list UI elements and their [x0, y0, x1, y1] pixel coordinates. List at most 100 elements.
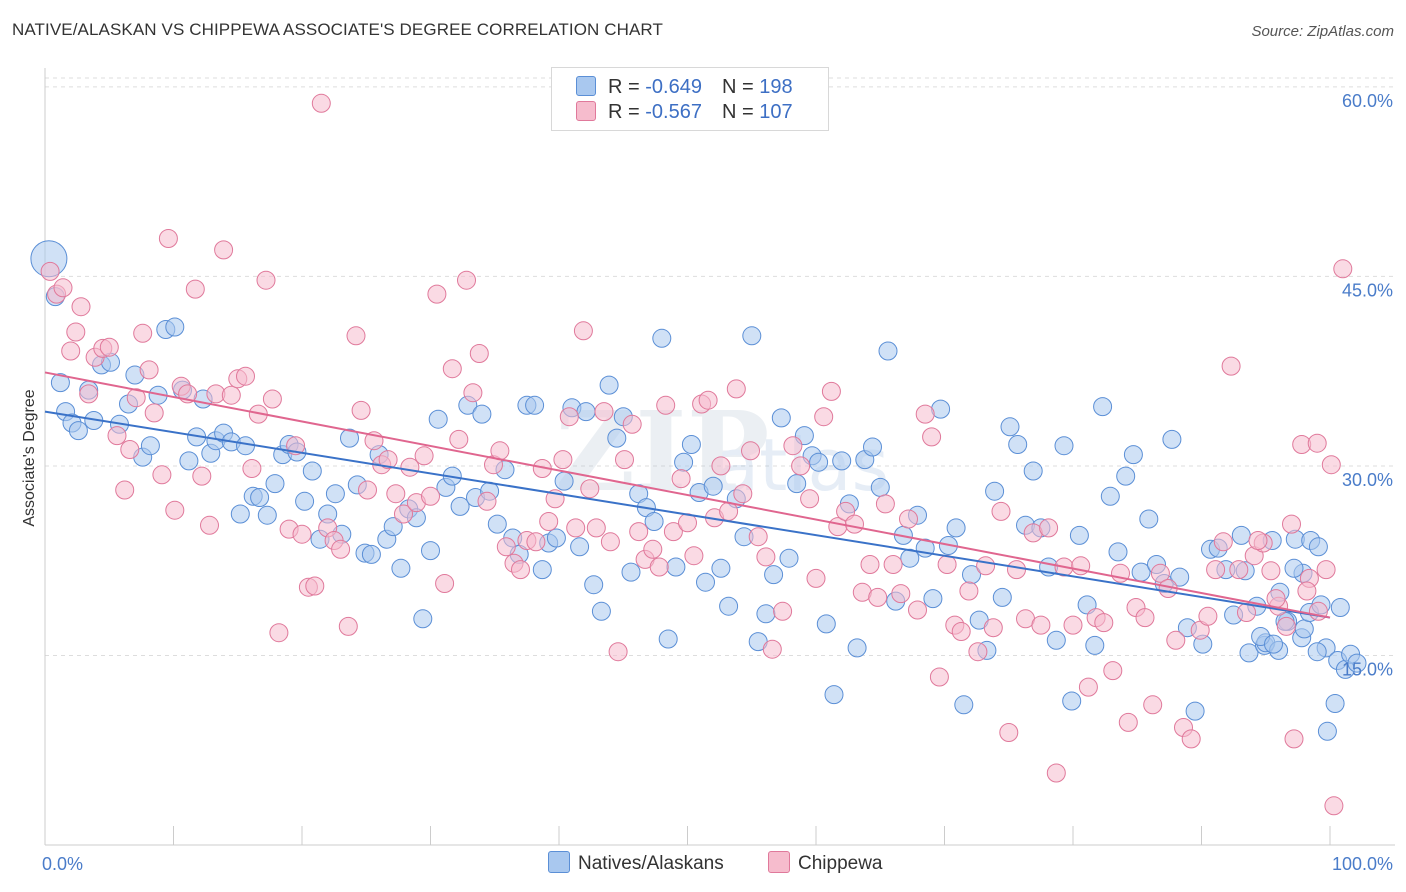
chippewa-point [733, 484, 753, 504]
trend-line-natives [44, 410, 1331, 619]
chippewa-point [1078, 677, 1098, 697]
series-legend-natives: Natives/Alaskans [548, 851, 724, 875]
chippewa-point [435, 574, 455, 593]
legend-r-value: -0.567 [645, 101, 702, 123]
chippewa-point [165, 500, 185, 520]
natives-point [779, 548, 799, 568]
chippewa-point [580, 479, 600, 499]
chippewa-point [71, 297, 91, 317]
natives-point [450, 496, 470, 516]
natives-point [1069, 525, 1089, 545]
chippewa-point [107, 426, 127, 446]
chippewa-point [756, 547, 776, 567]
chippewa-point [821, 381, 841, 401]
chippewa-point [586, 518, 606, 538]
chippewa-point [394, 504, 413, 524]
trend-line-chippewa [44, 371, 1331, 619]
series-legend-chippewa: Chippewa [768, 851, 883, 875]
chippewa-point [133, 323, 153, 343]
chippewa-point [762, 639, 782, 659]
natives-point [832, 451, 852, 471]
chippewa-point [242, 459, 262, 478]
chippewa-point [200, 515, 219, 535]
chippewa-point [783, 436, 803, 456]
chippewa-point [61, 341, 81, 361]
legend-row-natives: R = -0.649 N = 198 [576, 76, 793, 102]
series-legend: Natives/Alaskans Chippewa [0, 851, 1406, 877]
natives-point [658, 629, 678, 649]
chippewa-point [214, 240, 234, 260]
chippewa-point [236, 366, 255, 386]
chippewa-point [875, 494, 895, 514]
legend-r-value: -0.649 [645, 76, 702, 98]
natives-point [1116, 466, 1136, 486]
chippewa-point [262, 389, 282, 409]
natives-point [1062, 691, 1082, 711]
natives-point [1008, 435, 1028, 454]
natives-point [1264, 634, 1283, 654]
chippewa-point [338, 616, 358, 636]
natives-point [525, 395, 545, 415]
chippewa-point [427, 284, 447, 304]
chippewa-point [860, 555, 880, 574]
natives-point [1308, 537, 1328, 557]
natives-point [1170, 567, 1190, 587]
chippewa-point [656, 395, 676, 415]
natives-point [1046, 630, 1066, 650]
chippewa-point [53, 278, 73, 298]
series-natives [30, 240, 1367, 741]
natives-point [1123, 445, 1143, 465]
chippewa-point [553, 450, 573, 470]
natives-point [946, 518, 966, 538]
natives-point [140, 436, 160, 456]
natives-point [570, 537, 590, 557]
chippewa-point [1206, 560, 1226, 580]
chippewa-point [726, 379, 746, 399]
natives-point [1054, 436, 1074, 456]
chippewa-point [496, 537, 516, 557]
natives-point [383, 517, 403, 537]
chippewa-point [378, 450, 398, 470]
chippewa-point [256, 270, 276, 290]
legend-swatch-chippewa [576, 101, 596, 121]
natives-point [576, 402, 596, 422]
series-legend-label-chippewa: Chippewa [798, 853, 883, 874]
natives-point [361, 544, 381, 564]
chippewa-point [421, 486, 440, 506]
y-tick-label: 60.0% [1342, 91, 1393, 111]
natives-point [584, 575, 604, 595]
legend-n-label: N = [721, 76, 760, 98]
chippewa-point [684, 546, 704, 566]
chippewa-point [158, 229, 178, 248]
natives-point [985, 481, 1005, 501]
chippewa-point [449, 429, 469, 449]
chippewa-point [600, 532, 620, 552]
natives-point [1294, 619, 1314, 639]
chippewa-point [1261, 561, 1281, 581]
natives-point [824, 685, 844, 705]
natives-point [863, 437, 882, 457]
chippewa-point [1213, 532, 1233, 552]
natives-point [681, 435, 701, 454]
legend: R = -0.649 N = 198 R = -0.567 N = 107 [551, 67, 829, 131]
natives-point [413, 609, 433, 629]
natives-point [870, 477, 890, 497]
chippewa-point [477, 491, 497, 511]
chippewa-point [152, 465, 172, 485]
chippewa-point [951, 622, 971, 641]
chippewa-point [457, 270, 476, 290]
natives-point [1347, 653, 1367, 673]
chippewa-point [126, 388, 146, 408]
natives-point [878, 341, 898, 361]
natives-point [50, 373, 70, 393]
x-tick-label: 100.0% [1332, 854, 1393, 874]
series-legend-swatch-chippewa [768, 851, 790, 873]
chippewa-point [386, 484, 406, 504]
natives-point [1023, 461, 1043, 481]
chippewa-point [983, 618, 1003, 638]
chippewa-point [511, 560, 530, 580]
natives-point [68, 421, 88, 441]
chippewa-point [915, 404, 935, 424]
series-chippewa [40, 93, 1353, 816]
series-legend-swatch-natives [548, 851, 570, 873]
